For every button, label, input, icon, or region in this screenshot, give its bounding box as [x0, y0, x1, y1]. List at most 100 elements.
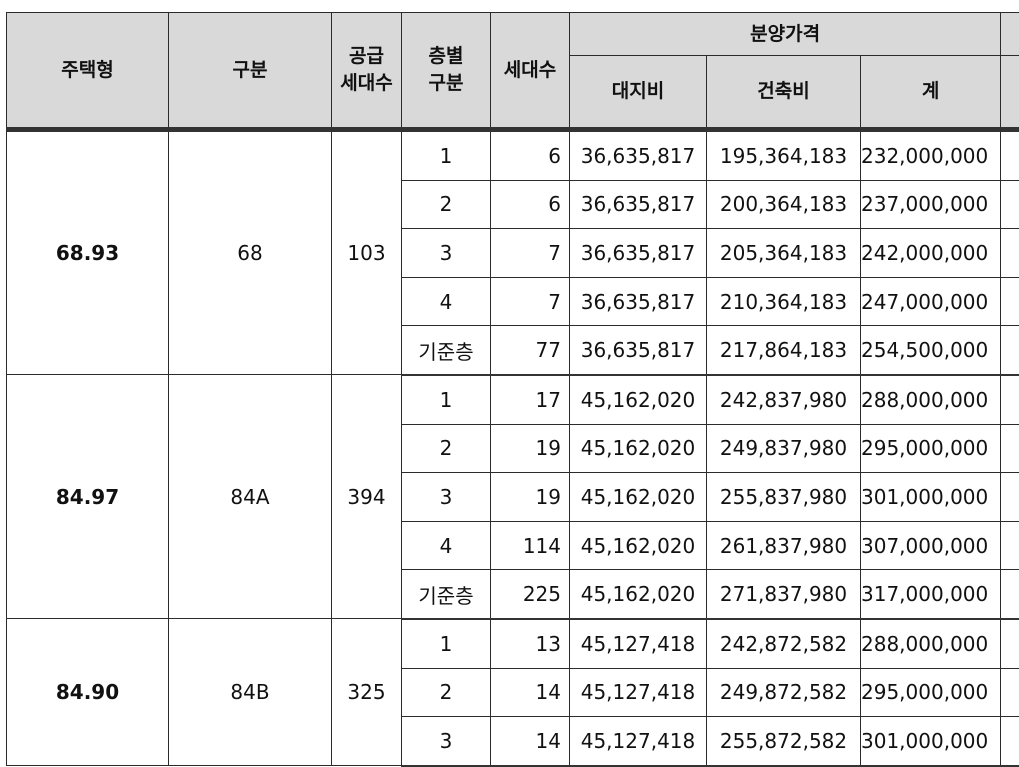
category-cell: 68	[168, 126, 332, 376]
construction-cost-cell: 210,364,183	[706, 276, 861, 327]
floor-cell: 3	[401, 228, 491, 278]
construction-cost-cell: 249,837,980	[706, 423, 861, 474]
floor-cell: 1	[401, 127, 491, 181]
price-table: 주택형 구분 공급 세대수 층별 구분 세대수 분양가격 대지비 건축비 계 6…	[6, 12, 1019, 767]
floor-cell: 3	[401, 472, 491, 522]
supply-units-cell: 103	[331, 126, 402, 376]
units-cell: 6	[490, 127, 570, 181]
header-units: 세대수	[490, 12, 570, 130]
land-cost-cell: 45,162,020	[569, 423, 707, 474]
floor-cell: 기준층	[401, 569, 491, 620]
construction-cost-cell: 205,364,183	[706, 228, 861, 278]
overflow-cell	[1000, 716, 1019, 767]
total-cell: 237,000,000	[859, 179, 1002, 230]
supply-units-cell: 325	[331, 618, 402, 767]
table-row: 기준층 77 36,635,817 217,864,183 254,500,000	[7, 325, 1019, 376]
floor-cell: 기준층	[401, 325, 491, 376]
construction-cost-cell: 271,837,980	[706, 569, 861, 620]
construction-cost-cell: 255,872,582	[706, 716, 861, 767]
construction-cost-cell: 261,837,980	[706, 520, 861, 571]
land-cost-cell: 36,635,817	[569, 179, 707, 230]
total-cell: 301,000,000	[859, 472, 1002, 522]
total-cell: 301,000,000	[859, 716, 1002, 767]
land-cost-cell: 36,635,817	[569, 276, 707, 327]
total-cell: 295,000,000	[859, 423, 1002, 474]
floor-cell: 2	[401, 179, 491, 230]
land-cost-cell: 36,635,817	[569, 127, 707, 181]
land-cost-cell: 45,162,020	[569, 520, 707, 571]
land-cost-cell: 36,635,817	[569, 325, 707, 376]
units-cell: 14	[490, 716, 570, 767]
header-supply-units: 공급 세대수	[331, 12, 402, 130]
table-row: 4 114 45,162,020 261,837,980 307,000,000	[7, 520, 1019, 571]
table-row: 84.97 84A 394 1 17 45,162,020 242,837,980 288,0…	[6, 374, 1019, 620]
total-cell: 254,500,000	[859, 325, 1002, 376]
overflow-cell	[1000, 325, 1019, 376]
category-cell: 84A	[168, 374, 332, 620]
table-row: 3 7 36,635,817 205,364,183 242,000,000	[7, 228, 1019, 278]
construction-cost-cell: 217,864,183	[706, 325, 861, 376]
table-row: 3 14 45,127,418 255,872,582 301,000,000	[7, 716, 1019, 767]
header-construction-cost: 건축비	[706, 55, 861, 132]
table-row: 68.93 68 103 1 6 36,635,817 195,364,183 232,000…	[6, 126, 1019, 376]
floor-cell: 2	[401, 423, 491, 474]
header-total: 계	[859, 55, 1002, 132]
total-cell: 307,000,000	[859, 520, 1002, 571]
floor-cell: 3	[401, 716, 491, 767]
land-cost-cell: 45,162,020	[569, 569, 707, 620]
header-land-cost: 대지비	[569, 55, 707, 132]
total-cell: 242,000,000	[859, 228, 1002, 278]
overflow-cell	[1000, 179, 1019, 230]
construction-cost-cell: 200,364,183	[706, 179, 861, 230]
total-cell: 247,000,000	[859, 276, 1002, 327]
construction-cost-cell: 242,872,582	[706, 618, 861, 669]
units-cell: 19	[490, 472, 570, 522]
units-cell: 114	[490, 520, 570, 571]
overflow-cell	[1000, 520, 1019, 571]
units-cell: 225	[490, 569, 570, 620]
header-floor-category: 층별 구분	[401, 12, 491, 130]
land-cost-cell: 45,127,418	[569, 716, 707, 767]
table-header: 주택형 구분 공급 세대수 층별 구분 세대수 분양가격 대지비 건축비 계	[6, 12, 1019, 132]
housing-type-cell: 84.97	[6, 374, 169, 620]
land-cost-cell: 45,162,020	[569, 374, 707, 425]
total-cell: 317,000,000	[859, 569, 1002, 620]
table-row: 4 7 36,635,817 210,364,183 247,000,000	[7, 276, 1019, 327]
units-cell: 17	[490, 374, 570, 425]
construction-cost-cell: 195,364,183	[706, 127, 861, 181]
floor-cell: 2	[401, 667, 491, 718]
table-row: 기준층 225 45,162,020 271,837,980 317,000,000	[7, 569, 1019, 620]
land-cost-cell: 45,127,418	[569, 618, 707, 669]
floor-cell: 4	[401, 276, 491, 327]
total-cell: 232,000,000	[859, 127, 1002, 181]
overflow-cell	[1000, 276, 1019, 327]
construction-cost-cell: 255,837,980	[706, 472, 861, 522]
header-overflow-cell	[1000, 55, 1019, 132]
header-sale-price: 분양가격	[568, 12, 1002, 56]
total-cell: 288,000,000	[859, 374, 1002, 425]
table-row: 84.90 84B 325 1 13 45,127,418 242,872,582 288,0…	[6, 618, 1019, 767]
category-cell: 84B	[168, 618, 332, 767]
header-overflow-cell	[1000, 12, 1019, 56]
overflow-cell	[1000, 127, 1019, 181]
overflow-cell	[1000, 569, 1019, 620]
land-cost-cell: 45,162,020	[569, 472, 707, 522]
table-row: 2 6 36,635,817 200,364,183 237,000,000	[7, 179, 1019, 230]
construction-cost-cell: 249,872,582	[706, 667, 861, 718]
overflow-cell	[1000, 228, 1019, 278]
table-row: 3 19 45,162,020 255,837,980 301,000,000	[7, 472, 1019, 522]
table-body: 68.93 68 103 1 6 36,635,817 195,364,183 232,000…	[6, 126, 1019, 767]
header-housing-type: 주택형	[6, 12, 169, 130]
floor-cell: 1	[401, 374, 491, 425]
supply-units-cell: 394	[331, 374, 402, 620]
floor-cell: 1	[401, 618, 491, 669]
overflow-cell	[1000, 423, 1019, 474]
units-cell: 19	[490, 423, 570, 474]
total-cell: 288,000,000	[859, 618, 1002, 669]
overflow-cell	[1000, 472, 1019, 522]
construction-cost-cell: 242,837,980	[706, 374, 861, 425]
units-cell: 7	[490, 228, 570, 278]
units-cell: 77	[490, 325, 570, 376]
land-cost-cell: 36,635,817	[569, 228, 707, 278]
header-category: 구분	[168, 12, 332, 130]
